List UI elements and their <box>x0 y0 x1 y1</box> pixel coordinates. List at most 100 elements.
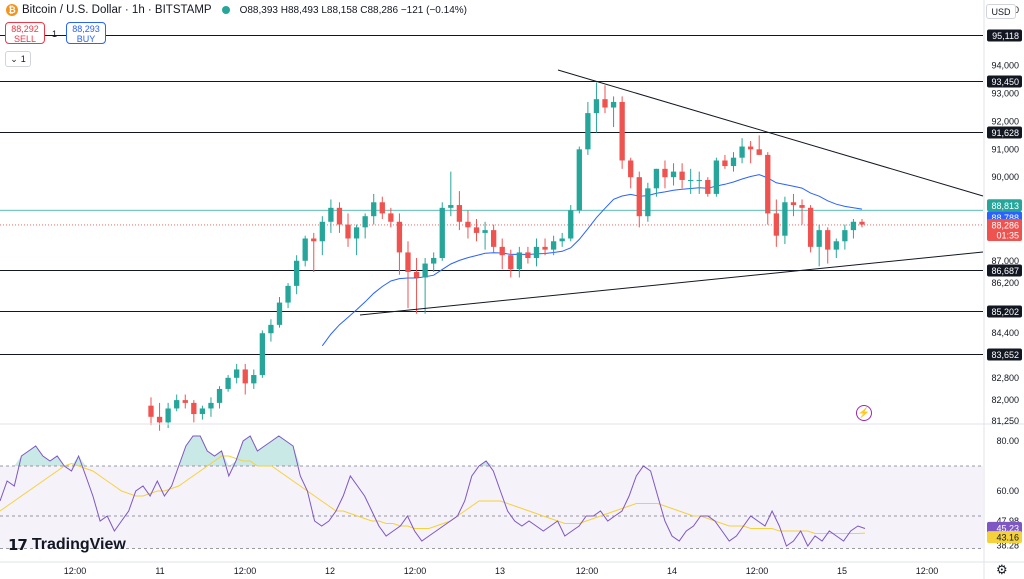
candle-body <box>465 221 471 228</box>
buy-price-label: 88,813 <box>991 201 1019 211</box>
rsi-overbought-fill <box>0 436 865 466</box>
bitcoin-icon: ₿ <box>6 4 18 16</box>
candle-body <box>473 227 480 233</box>
candle-body <box>790 202 797 206</box>
price-tick-label: 84,400 <box>991 328 1019 338</box>
price-tick-label: 82,000 <box>991 395 1019 405</box>
symbol-title[interactable]: Bitcoin / U.S. Dollar · 1h · BITSTAMP <box>22 4 212 16</box>
candle-body <box>448 205 454 208</box>
candle-body <box>722 160 728 167</box>
price-tick-label: 86,200 <box>991 278 1019 288</box>
candle-body <box>302 238 308 261</box>
candle-body <box>413 271 420 278</box>
candle-body <box>739 146 745 158</box>
candle-body <box>225 377 231 389</box>
candle-body <box>670 171 677 178</box>
sell-price: 88,292 <box>11 24 39 34</box>
candle-body <box>242 369 248 384</box>
candle-body <box>602 99 608 108</box>
sell-label: SELL <box>13 34 37 44</box>
chevron-down-icon: ⌄ <box>10 53 18 64</box>
sell-button[interactable]: 88,292 SELL <box>5 22 45 44</box>
collapse-indicators-button[interactable]: ⌄ 1 <box>5 51 31 67</box>
candle-body <box>165 408 171 423</box>
candle-body <box>199 408 206 415</box>
candle-body <box>388 213 394 222</box>
level-label: 91,628 <box>991 128 1019 138</box>
candle-body <box>593 99 600 114</box>
candle-body <box>336 207 343 225</box>
flash-icon[interactable]: ⚡ <box>856 405 872 421</box>
candle-body <box>619 101 625 161</box>
candle-body <box>730 157 737 167</box>
buy-label: BUY <box>76 34 96 44</box>
candle-body <box>765 154 771 214</box>
candle-body <box>628 160 634 178</box>
candle-body <box>371 202 377 217</box>
level-label: 85,202 <box>991 307 1019 317</box>
level-label: 86,687 <box>991 266 1019 276</box>
upper-trendline <box>557 69 984 197</box>
candle-body <box>285 285 291 303</box>
candle-body <box>293 260 300 286</box>
countdown-label: 01:35 <box>996 230 1019 240</box>
candle-body <box>833 241 839 250</box>
time-tick-label: 12 <box>325 566 335 576</box>
level-label-bg <box>987 126 1022 139</box>
price-tick-label: 90,000 <box>991 172 1019 182</box>
moving-average-line <box>321 174 863 347</box>
candle-body <box>362 216 368 228</box>
lower-trendline <box>359 251 984 316</box>
candle-body <box>747 146 754 150</box>
price-tick-label: 87,000 <box>991 256 1019 266</box>
candle-body <box>156 416 163 423</box>
level-label-bg <box>987 75 1022 88</box>
level-label-bg <box>987 305 1022 318</box>
buy-button[interactable]: 88,293 BUY <box>66 22 106 44</box>
rsi-ma-line <box>0 455 866 534</box>
candle-body <box>328 207 334 222</box>
candle-body <box>713 160 720 194</box>
rsi-band <box>0 466 983 549</box>
price-tick-label: 81,250 <box>991 416 1019 426</box>
time-tick-label: 14 <box>667 566 677 576</box>
candle-body <box>782 202 788 236</box>
indicator-count: 1 <box>20 54 26 64</box>
candle-body <box>499 246 505 256</box>
candle-body <box>568 210 574 239</box>
candle-body <box>859 221 865 225</box>
buy-price-label-bg <box>987 199 1022 212</box>
candle-body <box>234 369 240 378</box>
tradingview-logo-icon: 𝟭𝟳 <box>8 537 28 554</box>
market-status-icon <box>221 6 230 14</box>
candle-body <box>422 263 428 278</box>
candle-body <box>756 149 762 155</box>
time-tick-label: 12:00 <box>234 566 257 576</box>
level-label: 93,450 <box>991 77 1019 87</box>
candle-body <box>636 177 642 217</box>
candle-body <box>516 252 523 270</box>
tradingview-logo[interactable]: 𝟭𝟳 TradingView <box>8 536 126 554</box>
candle-body <box>431 257 437 264</box>
candle-body <box>679 171 685 180</box>
time-tick-label: 12:00 <box>404 566 427 576</box>
ohlc-values: O88,393 H88,493 L88,158 C88,286 −121 (−0… <box>239 4 467 16</box>
candle-body <box>525 252 531 258</box>
time-tick-label: 11 <box>155 566 164 576</box>
time-tick-label: 12:00 <box>576 566 599 576</box>
currency-selector[interactable]: USD <box>986 4 1016 19</box>
candle-body <box>259 333 266 376</box>
candle-body <box>825 230 831 250</box>
candle-body <box>688 179 694 181</box>
rsi-tick-label: 47.98 <box>996 516 1019 526</box>
level-label-bg <box>987 348 1022 361</box>
candle-body <box>191 402 197 415</box>
candle-body <box>550 241 557 250</box>
candle-body <box>585 113 591 150</box>
candle-body <box>559 238 565 242</box>
candle-body <box>174 400 180 409</box>
price-axis-bg <box>984 0 1024 579</box>
gear-icon[interactable]: ⚙ <box>996 562 1008 577</box>
candle-body <box>610 101 617 108</box>
